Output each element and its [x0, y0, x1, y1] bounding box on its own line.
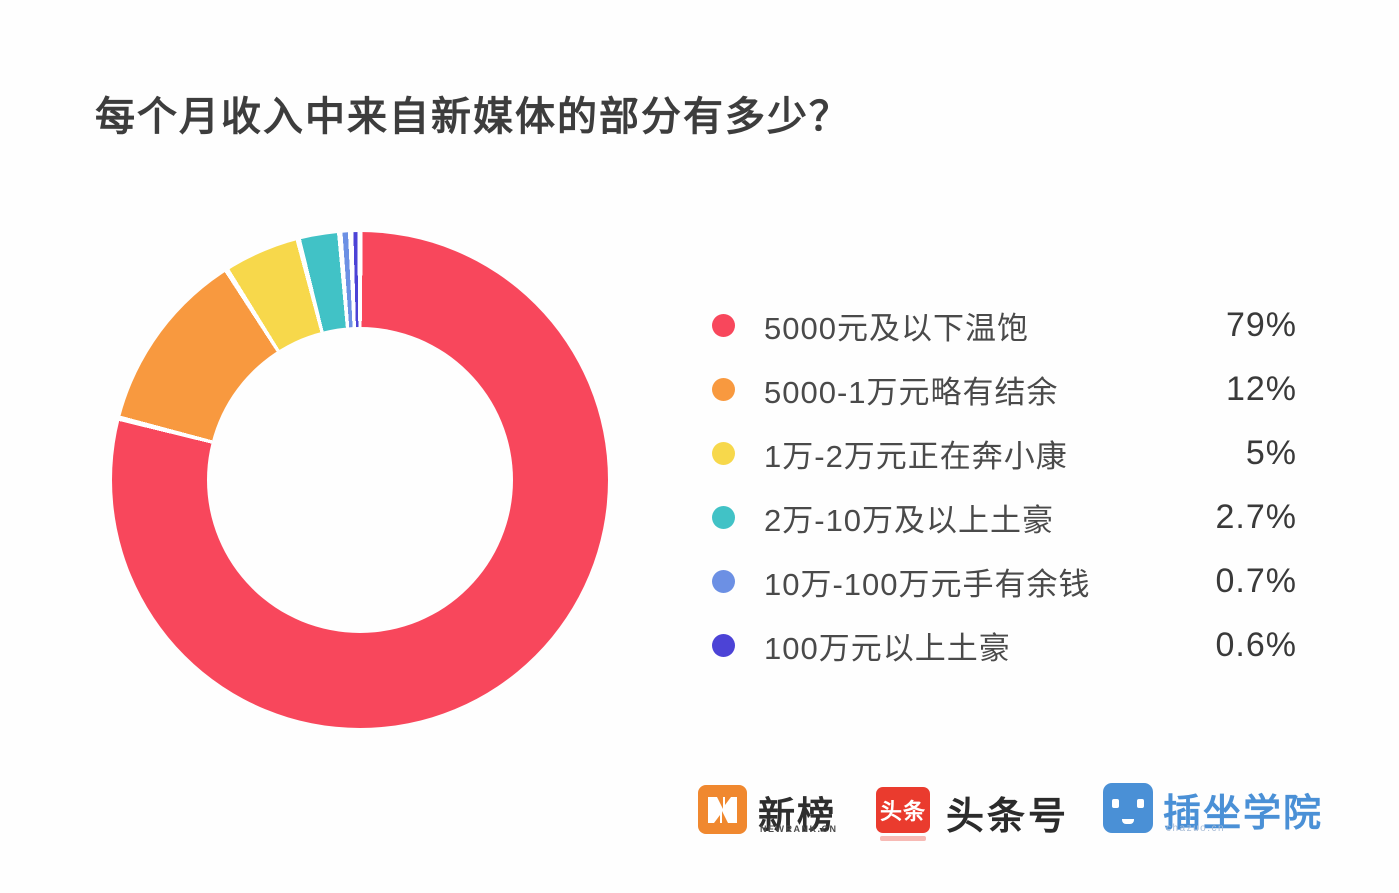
- legend-value: 12%: [1225, 369, 1297, 408]
- newrank-n-flash-icon: [698, 785, 747, 834]
- legend-dot-icon: [712, 569, 735, 593]
- chazuo-logo-text: 插坐学院: [1163, 793, 1324, 835]
- toutiao-logo-text: 头条号: [946, 796, 1070, 838]
- chazuo-face-right-eye: [1137, 799, 1144, 808]
- donut-chart: [112, 232, 608, 728]
- chazuo-face-icon: [1103, 783, 1153, 833]
- newrank-logo-text: 新榜: [758, 795, 836, 836]
- legend-row: 5000-1万元略有结余 12%: [712, 357, 1297, 421]
- chazuo-logo-subtext: chazuo.cn: [1166, 823, 1226, 834]
- legend-value: 5%: [1245, 433, 1297, 472]
- toutiao-badge-caption: [880, 836, 926, 841]
- legend-value: 0.7%: [1215, 561, 1297, 600]
- toutiao-badge-icon: 头条: [876, 787, 930, 833]
- newrank-logo-subtext: NEWRANK.CN: [760, 824, 838, 834]
- legend-label: 5000元及以下温饱: [764, 310, 1029, 346]
- legend-label: 5000-1万元略有结余: [764, 374, 1059, 410]
- legend-value: 79%: [1225, 305, 1297, 344]
- legend-dot-icon: [712, 377, 735, 401]
- legend-value: 2.7%: [1215, 497, 1297, 536]
- legend-label: 2万-10万及以上土豪: [764, 502, 1055, 538]
- legend-dot-icon: [712, 441, 735, 465]
- toutiao-badge-text: 头条: [879, 799, 926, 824]
- legend-label: 1万-2万元正在奔小康: [764, 438, 1068, 474]
- page-title: 每个月收入中来自新媒体的部分有多少？: [95, 95, 851, 139]
- legend-label: 100万元以上土豪: [764, 630, 1011, 666]
- legend-row: 100万元以上土豪 0.6%: [712, 613, 1297, 677]
- legend-row: 2万-10万及以上土豪 2.7%: [712, 485, 1297, 549]
- chazuo-face-left-eye: [1112, 799, 1119, 808]
- chart-legend: 5000元及以下温饱 79% 5000-1万元略有结余 12% 1万-2万元正在…: [712, 293, 1297, 677]
- legend-label: 10万-100万元手有余钱: [764, 566, 1091, 602]
- legend-row: 10万-100万元手有余钱 0.7%: [712, 549, 1297, 613]
- legend-dot-icon: [712, 313, 735, 337]
- legend-row: 1万-2万元正在奔小康 5%: [712, 421, 1297, 485]
- legend-dot-icon: [712, 505, 735, 529]
- legend-row: 5000元及以下温饱 79%: [712, 293, 1297, 357]
- legend-dot-icon: [712, 633, 735, 657]
- chazuo-face-mouth: [1122, 819, 1134, 824]
- legend-value: 0.6%: [1215, 625, 1297, 664]
- donut-hole: [207, 327, 513, 633]
